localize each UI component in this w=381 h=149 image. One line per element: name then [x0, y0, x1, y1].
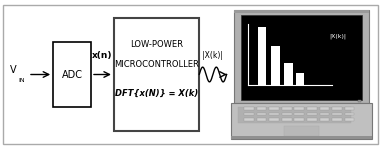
FancyBboxPatch shape: [332, 113, 342, 115]
FancyBboxPatch shape: [269, 107, 279, 110]
FancyBboxPatch shape: [257, 107, 266, 110]
FancyBboxPatch shape: [282, 107, 291, 110]
FancyBboxPatch shape: [234, 10, 369, 13]
FancyBboxPatch shape: [244, 118, 254, 121]
FancyBboxPatch shape: [332, 107, 342, 110]
Text: MICROCONTROLLER: MICROCONTROLLER: [114, 60, 199, 69]
FancyBboxPatch shape: [295, 118, 304, 121]
FancyBboxPatch shape: [231, 103, 372, 139]
Text: ADC: ADC: [62, 69, 83, 80]
Text: IN: IN: [18, 78, 24, 83]
Text: |X(k)|: |X(k)|: [329, 34, 346, 39]
FancyBboxPatch shape: [296, 73, 304, 85]
FancyBboxPatch shape: [282, 113, 291, 115]
FancyBboxPatch shape: [258, 27, 266, 85]
FancyBboxPatch shape: [271, 46, 280, 85]
FancyBboxPatch shape: [3, 5, 378, 144]
FancyBboxPatch shape: [114, 18, 199, 131]
FancyBboxPatch shape: [238, 107, 351, 123]
FancyBboxPatch shape: [53, 42, 91, 107]
Text: x(n): x(n): [92, 51, 113, 60]
FancyBboxPatch shape: [257, 113, 266, 115]
FancyBboxPatch shape: [282, 118, 291, 121]
FancyBboxPatch shape: [231, 136, 372, 139]
FancyBboxPatch shape: [295, 107, 304, 110]
Text: LOW-POWER: LOW-POWER: [130, 41, 183, 49]
FancyBboxPatch shape: [332, 118, 342, 121]
FancyBboxPatch shape: [320, 118, 329, 121]
FancyBboxPatch shape: [269, 118, 279, 121]
FancyBboxPatch shape: [244, 113, 254, 115]
FancyBboxPatch shape: [307, 113, 317, 115]
FancyBboxPatch shape: [285, 63, 293, 85]
FancyBboxPatch shape: [320, 107, 329, 110]
FancyBboxPatch shape: [295, 113, 304, 115]
FancyBboxPatch shape: [269, 113, 279, 115]
FancyBboxPatch shape: [345, 113, 354, 115]
FancyBboxPatch shape: [307, 118, 317, 121]
FancyBboxPatch shape: [241, 15, 362, 100]
FancyBboxPatch shape: [320, 113, 329, 115]
FancyBboxPatch shape: [234, 10, 369, 103]
FancyBboxPatch shape: [284, 126, 319, 136]
FancyBboxPatch shape: [357, 100, 361, 102]
Text: DFT{x(N)} = X(k): DFT{x(N)} = X(k): [115, 89, 198, 98]
Text: |X(k)|: |X(k)|: [202, 51, 223, 60]
FancyBboxPatch shape: [244, 107, 254, 110]
FancyBboxPatch shape: [345, 118, 354, 121]
Text: V: V: [10, 65, 16, 75]
FancyBboxPatch shape: [345, 107, 354, 110]
FancyBboxPatch shape: [307, 107, 317, 110]
FancyBboxPatch shape: [257, 118, 266, 121]
